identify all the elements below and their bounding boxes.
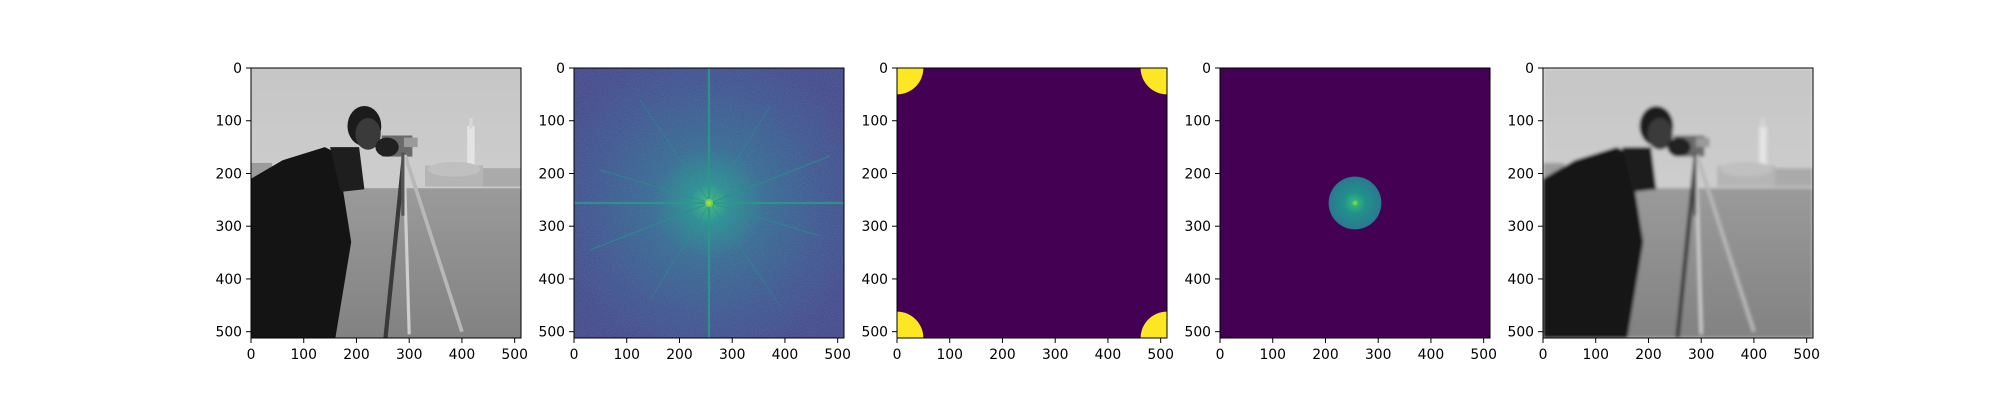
x-tick-label: 0 bbox=[1539, 347, 1548, 363]
mask-corner bbox=[897, 68, 924, 95]
axes-frame bbox=[896, 67, 1168, 339]
masked-spectrum-heatmap bbox=[1220, 68, 1490, 338]
y-tick-label: 200 bbox=[215, 166, 242, 182]
x-tick-label: 200 bbox=[1312, 347, 1339, 363]
y-tick-label: 500 bbox=[215, 325, 242, 341]
x-tick-label: 100 bbox=[290, 347, 317, 363]
y-tick-label: 300 bbox=[538, 219, 565, 235]
y-tick-label: 400 bbox=[1184, 272, 1211, 288]
reconstructed-image bbox=[1543, 68, 1813, 338]
y-tick-label: 200 bbox=[1184, 166, 1211, 182]
x-tick-label: 0 bbox=[893, 347, 902, 363]
x-tick-label: 100 bbox=[1582, 347, 1609, 363]
x-tick-label: 0 bbox=[247, 347, 256, 363]
x-tick-label: 300 bbox=[1365, 347, 1392, 363]
x-tick-label: 100 bbox=[936, 347, 963, 363]
original-image bbox=[251, 68, 521, 338]
axes-frame bbox=[1542, 67, 1814, 339]
x-tick-label: 300 bbox=[719, 347, 746, 363]
x-tick-label: 500 bbox=[1147, 347, 1174, 363]
y-tick-label: 300 bbox=[215, 219, 242, 235]
y-tick-label: 300 bbox=[861, 219, 888, 235]
x-tick-label: 400 bbox=[1741, 347, 1768, 363]
y-tick-label: 100 bbox=[538, 114, 565, 130]
x-tick-label: 100 bbox=[613, 347, 640, 363]
x-tick-label: 200 bbox=[989, 347, 1016, 363]
x-tick-label: 500 bbox=[1793, 347, 1820, 363]
y-tick-label: 300 bbox=[1184, 219, 1211, 235]
y-tick-label: 100 bbox=[861, 114, 888, 130]
y-tick-label: 200 bbox=[538, 166, 565, 182]
x-tick-label: 0 bbox=[570, 347, 579, 363]
y-tick-label: 400 bbox=[538, 272, 565, 288]
y-tick-label: 0 bbox=[1202, 61, 1211, 77]
mask-heatmap bbox=[897, 68, 1167, 338]
y-tick-label: 400 bbox=[861, 272, 888, 288]
y-tick-label: 0 bbox=[1525, 61, 1534, 77]
x-tick-label: 400 bbox=[772, 347, 799, 363]
x-tick-label: 200 bbox=[666, 347, 693, 363]
mask-corner bbox=[1140, 68, 1167, 95]
x-tick-label: 400 bbox=[1418, 347, 1445, 363]
y-tick-label: 500 bbox=[861, 325, 888, 341]
x-tick-label: 300 bbox=[1042, 347, 1069, 363]
x-tick-label: 400 bbox=[1095, 347, 1122, 363]
y-tick-label: 200 bbox=[1507, 166, 1534, 182]
y-tick-label: 500 bbox=[1184, 325, 1211, 341]
y-tick-label: 0 bbox=[233, 61, 242, 77]
x-tick-label: 200 bbox=[343, 347, 370, 363]
mask-corner bbox=[1140, 311, 1167, 338]
axes-frame bbox=[250, 67, 522, 339]
y-tick-label: 500 bbox=[538, 325, 565, 341]
x-tick-label: 300 bbox=[1688, 347, 1715, 363]
x-tick-label: 400 bbox=[449, 347, 476, 363]
panel-mask: 0 100 200 300 400 500 0 100 200 300 400 500 bbox=[861, 61, 1174, 363]
panel-original: 0 100 200 300 400 500 0 100 200 300 400 500 bbox=[215, 61, 527, 363]
panel-masked-spectrum: 0 100 200 300 400 500 0 100 200 300 400 500 bbox=[1184, 61, 1496, 363]
x-tick-label: 0 bbox=[1216, 347, 1225, 363]
mask-corner bbox=[897, 311, 924, 338]
x-tick-label: 500 bbox=[501, 347, 528, 363]
spectrum-heatmap bbox=[574, 68, 844, 338]
y-tick-label: 400 bbox=[215, 272, 242, 288]
x-tick-label: 100 bbox=[1259, 347, 1286, 363]
y-tick-label: 100 bbox=[1507, 114, 1534, 130]
x-tick-label: 500 bbox=[824, 347, 851, 363]
x-tick-label: 200 bbox=[1635, 347, 1662, 363]
panel-fft-magnitude: 0 100 200 300 400 500 0 100 200 300 400 500 bbox=[538, 61, 850, 363]
panel-reconstruction: 0 100 200 300 400 500 0 100 200 300 400 500 bbox=[1507, 61, 1819, 363]
y-tick-label: 100 bbox=[215, 114, 242, 130]
y-tick-label: 0 bbox=[879, 61, 888, 77]
y-tick-label: 500 bbox=[1507, 325, 1534, 341]
dc-peak bbox=[1353, 201, 1357, 205]
x-tick-label: 300 bbox=[396, 347, 423, 363]
y-tick-label: 100 bbox=[1184, 114, 1211, 130]
axes-frame bbox=[1219, 67, 1491, 339]
y-tick-label: 300 bbox=[1507, 219, 1534, 235]
y-tick-label: 200 bbox=[861, 166, 888, 182]
axes-frame bbox=[573, 67, 845, 339]
y-tick-label: 400 bbox=[1507, 272, 1534, 288]
y-tick-label: 0 bbox=[556, 61, 565, 77]
x-tick-label: 500 bbox=[1470, 347, 1497, 363]
